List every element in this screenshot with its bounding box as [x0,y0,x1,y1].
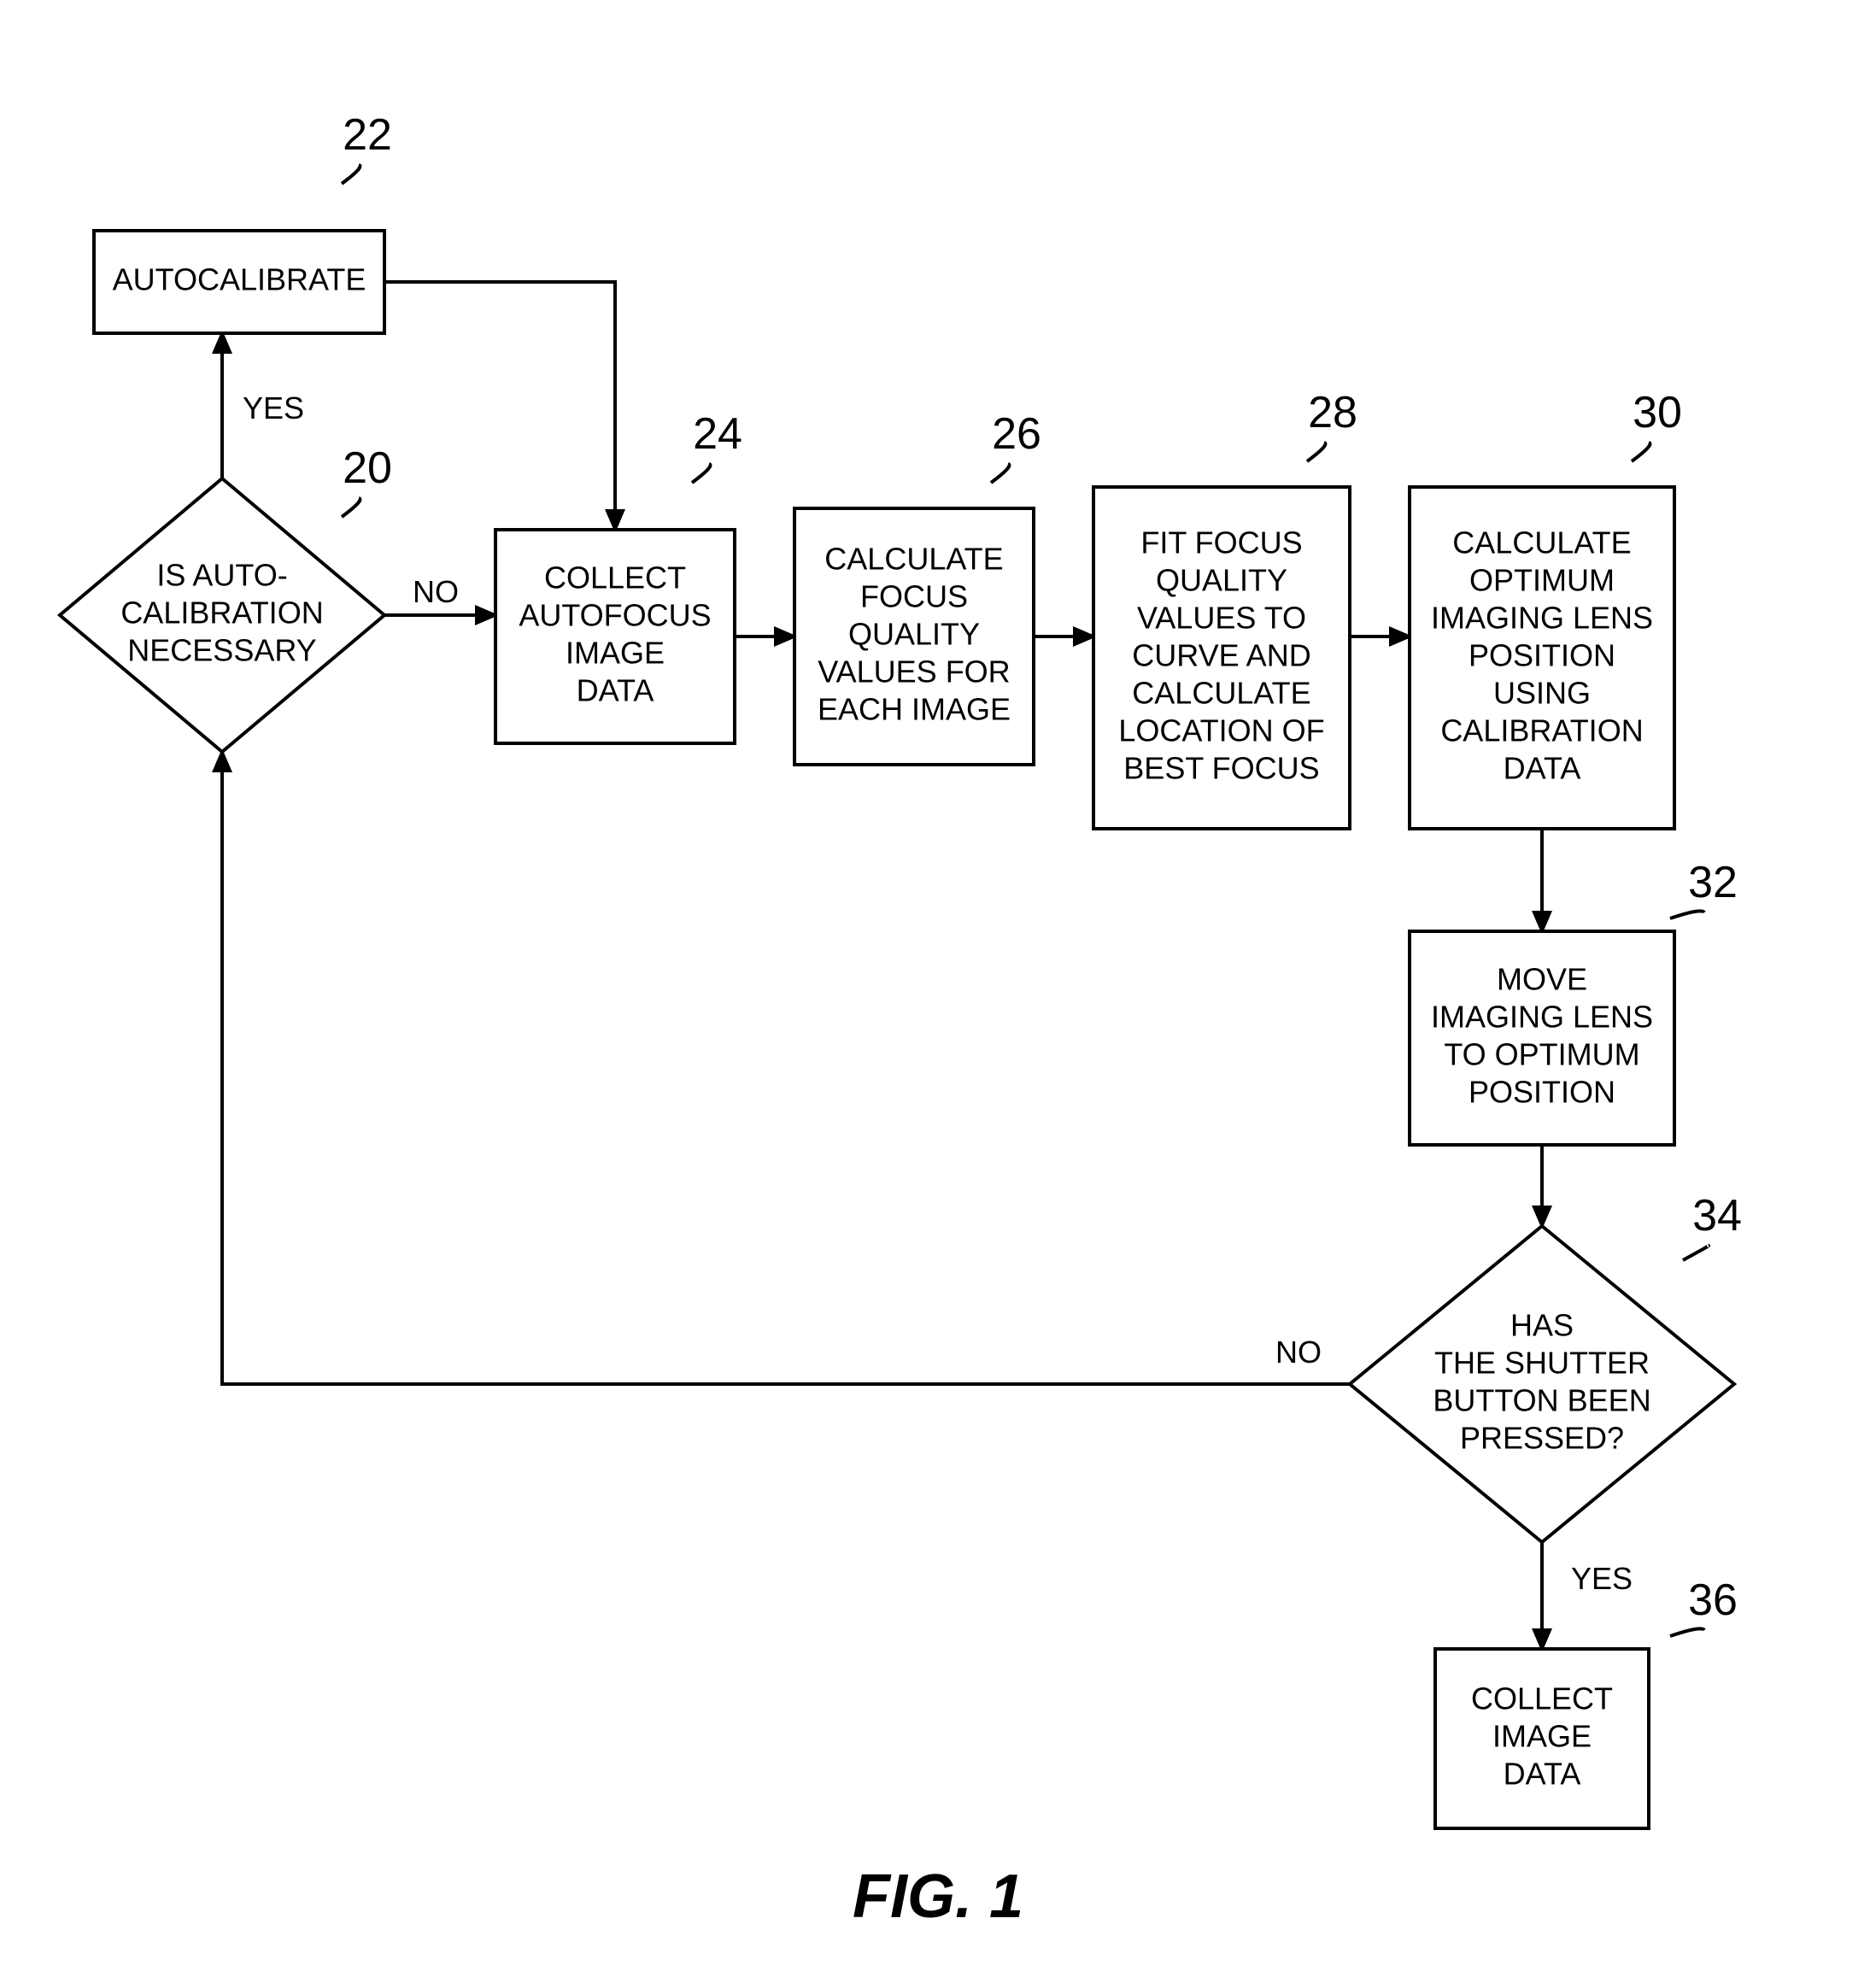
ref-number-32: 32 [1688,858,1738,907]
node-n22-text: AUTOCALIBRATE [113,262,366,297]
node-n28-text: BEST FOCUS [1123,751,1319,786]
node-n28-text: FIT FOCUS [1140,525,1302,560]
node-n26-text: EACH IMAGE [818,692,1011,727]
node-n30-text: OPTIMUM [1469,563,1615,598]
node-n36-text: DATA [1504,1757,1581,1792]
ref-number-26: 26 [992,409,1041,459]
edge-n34-n20 [222,752,1350,1384]
ref-tick-28 [1307,443,1325,461]
node-n30-text: USING [1493,676,1591,711]
node-n34-text: HAS [1510,1308,1574,1343]
node-n28-text: VALUES TO [1137,601,1306,636]
ref-tick-26 [991,464,1009,483]
node-n36-text: COLLECT [1471,1681,1613,1716]
node-n36-text: IMAGE [1492,1719,1592,1754]
node-n28-text: LOCATION OF [1118,713,1324,748]
node-n30: CALCULATEOPTIMUMIMAGING LENSPOSITIONUSIN… [1410,388,1682,829]
flowchart-figure: YESNONOYESIS AUTO-CALIBRATIONNECESSARY20… [0,0,1876,1977]
node-n30-text: POSITION [1469,638,1615,673]
node-n30-text: CALIBRATION [1440,713,1643,748]
node-n20: IS AUTO-CALIBRATIONNECESSARY 20 [60,443,392,752]
edge-label-n34-n36: YES [1571,1561,1633,1596]
node-n32: MOVEIMAGING LENSTO OPTIMUMPOSITION 32 [1410,858,1738,1145]
node-n34-text: BUTTON BEEN [1433,1383,1650,1418]
node-n30-text: CALCULATE [1452,525,1631,560]
node-n34-text: THE SHUTTER [1434,1346,1650,1381]
node-n26-text: CALCULATE [824,542,1003,577]
ref-tick-34 [1683,1246,1709,1260]
node-n24-text: DATA [577,673,654,708]
node-n36: COLLECTIMAGEDATA 36 [1435,1575,1738,1828]
edge-label-n20-n24: NO [413,574,459,609]
node-n28-text: CURVE AND [1132,638,1310,673]
node-n34: HASTHE SHUTTERBUTTON BEENPRESSED? 34 [1350,1191,1742,1542]
node-n20-text: IS AUTO- [156,558,287,593]
node-n32-text: TO OPTIMUM [1444,1037,1639,1072]
ref-tick-32 [1670,911,1704,918]
ref-tick-30 [1632,443,1650,461]
ref-number-36: 36 [1688,1575,1738,1625]
node-n24-text: IMAGE [566,636,665,671]
node-n30-text: DATA [1504,751,1581,786]
ref-tick-20 [342,498,360,517]
edge-n22-n24 [384,282,615,530]
node-n24: COLLECTAUTOFOCUSIMAGEDATA 24 [495,409,742,743]
edge-label-n20-n22: YES [243,390,304,425]
node-n28-text: QUALITY [1156,563,1287,598]
node-n26-text: QUALITY [848,617,980,652]
ref-number-20: 20 [343,443,392,493]
node-n28: FIT FOCUSQUALITYVALUES TOCURVE ANDCALCUL… [1093,388,1357,829]
ref-number-34: 34 [1692,1191,1742,1241]
node-n32-text: POSITION [1469,1075,1615,1110]
node-n24-text: AUTOFOCUS [519,598,711,633]
node-n26: CALCULATEFOCUSQUALITYVALUES FOREACH IMAG… [794,409,1041,765]
node-n20-text: CALIBRATION [120,595,323,631]
ref-tick-24 [692,464,710,483]
ref-tick-36 [1670,1628,1704,1636]
node-n26-text: FOCUS [860,579,968,614]
edge-label-n34-n20: NO [1275,1335,1322,1370]
ref-number-22: 22 [343,110,392,160]
node-n32-text: IMAGING LENS [1431,1000,1653,1035]
figure-caption: FIG. 1 [853,1863,1023,1931]
node-n22: AUTOCALIBRATE 22 [94,110,392,333]
node-n28-text: CALCULATE [1132,676,1310,711]
node-n34-text: PRESSED? [1460,1421,1624,1456]
ref-number-24: 24 [693,409,742,459]
node-n20-text: NECESSARY [127,633,316,668]
ref-tick-22 [342,165,360,184]
node-n24-text: COLLECT [544,560,686,595]
ref-number-30: 30 [1633,388,1682,437]
node-n26-text: VALUES FOR [818,654,1010,689]
ref-number-28: 28 [1308,388,1357,437]
node-n32-text: MOVE [1497,962,1587,997]
node-n30-text: IMAGING LENS [1431,601,1653,636]
